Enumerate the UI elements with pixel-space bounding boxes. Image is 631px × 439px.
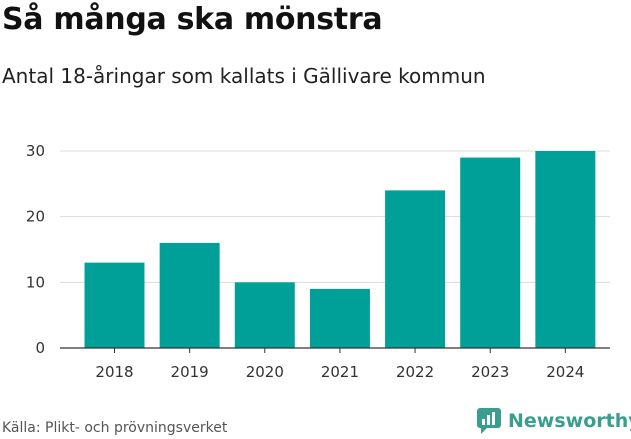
y-tick-label: 0	[35, 339, 45, 357]
x-axis: 2018 2019 2020 2021 2022 2023 2024	[60, 347, 610, 381]
source-note: Källa: Plikt- och prövningsverket	[2, 420, 228, 436]
x-tick-label: 2020	[246, 363, 284, 381]
y-tick-label: 10	[26, 273, 45, 291]
bar-chart: 0 10 20 30 2018 2019 2020 2021 2022 2023 2024	[26, 142, 610, 381]
x-tick-label: 2023	[471, 363, 509, 381]
bar-2021	[309, 288, 370, 348]
brand-name: Newsworthy	[508, 410, 631, 432]
x-tick-label: 2019	[171, 363, 209, 381]
y-tick-label: 20	[26, 208, 45, 226]
bar-2023	[460, 157, 521, 348]
newsworthy-logo: Newsworthy	[476, 406, 631, 436]
bar-2024	[535, 151, 596, 348]
newsworthy-logo-icon	[477, 408, 501, 434]
chart-subtitle: Antal 18-åringar som kallats i Gällivare…	[2, 64, 486, 88]
bar-2018	[84, 262, 145, 348]
bar-2022	[385, 190, 446, 348]
x-tick-label: 2018	[95, 363, 133, 381]
x-tick-label: 2022	[396, 363, 434, 381]
bar-2019	[159, 242, 220, 348]
y-tick-label: 30	[26, 142, 45, 160]
x-tick-label: 2024	[546, 363, 584, 381]
y-axis: 0 10 20 30	[26, 142, 45, 357]
chart-title: Så många ska mönstra	[2, 2, 383, 37]
bar-2020	[234, 282, 295, 348]
x-tick-label: 2021	[321, 363, 359, 381]
bars	[84, 151, 596, 348]
